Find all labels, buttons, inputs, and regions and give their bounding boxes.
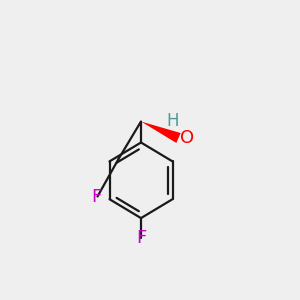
Text: F: F bbox=[91, 188, 101, 206]
Text: O: O bbox=[180, 129, 194, 147]
Polygon shape bbox=[141, 122, 181, 143]
Text: H: H bbox=[166, 112, 179, 130]
Text: F: F bbox=[136, 229, 146, 247]
